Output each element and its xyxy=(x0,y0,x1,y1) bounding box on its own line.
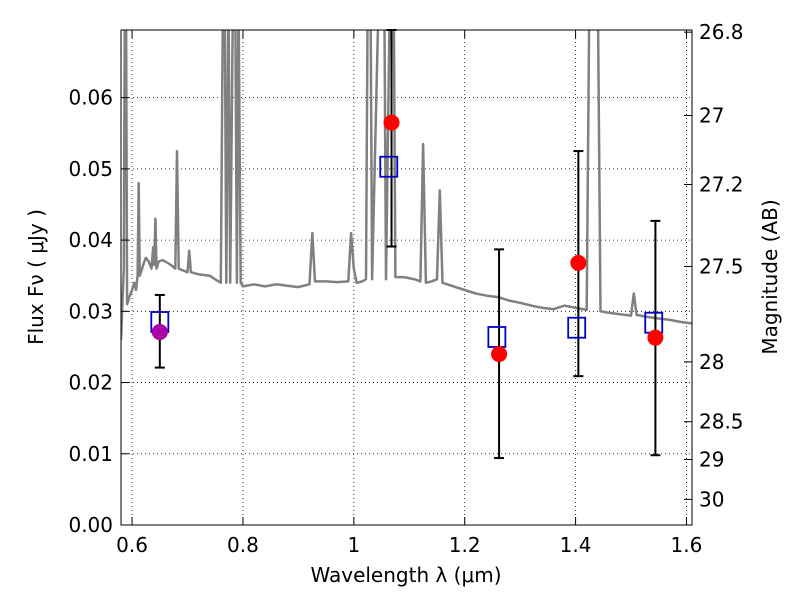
observed-flux-point xyxy=(647,329,664,346)
observed-flux-point xyxy=(491,346,508,363)
grid-lines xyxy=(121,30,692,526)
observed-flux-point xyxy=(570,254,587,271)
data-points-group xyxy=(150,29,664,460)
axis-ticks: 0.6 0.8 1 1.2 1.4 1.6 0.00 0.01 0.02 0.03 0.04 0.05… xyxy=(68,20,743,557)
magnitude-tick-label: 27.2 xyxy=(699,173,744,197)
magnitude-tick-label: 29 xyxy=(699,447,724,471)
magnitude-tick-label: 26.8 xyxy=(699,20,744,44)
right-axis-title: Magnitude (AB) xyxy=(758,199,782,354)
x-tick-label: 0.6 xyxy=(116,533,148,557)
plot-frame xyxy=(120,29,693,526)
y-tick-label: 0.02 xyxy=(68,371,113,395)
magnitude-tick-label: 27.5 xyxy=(699,254,744,278)
x-axis-title: Wavelength λ (μm) xyxy=(310,563,501,587)
magnitude-tick-label: 28.5 xyxy=(699,410,744,434)
x-tick-label: 1.6 xyxy=(671,533,703,557)
highlighted-flux-point xyxy=(151,323,168,340)
x-tick-label: 1 xyxy=(347,533,360,557)
magnitude-tick-label: 30 xyxy=(699,487,724,511)
x-tick-label: 1.2 xyxy=(449,533,481,557)
y-tick-label: 0.03 xyxy=(68,299,113,323)
y-tick-label: 0.00 xyxy=(68,513,113,537)
observed-flux-point xyxy=(383,114,400,131)
model-spectrum-group xyxy=(121,30,692,340)
x-tick-label: 1.4 xyxy=(560,533,592,557)
magnitude-tick-label: 27 xyxy=(699,103,724,127)
y-tick-label: 0.04 xyxy=(68,228,113,252)
model-flux-square xyxy=(379,155,399,178)
model-spectrum-line xyxy=(121,30,692,340)
y-tick-label: 0.06 xyxy=(68,86,113,110)
y-axis-title: Flux Fν ( μJy ) xyxy=(24,209,48,345)
y-tick-label: 0.05 xyxy=(68,157,113,181)
model-flux-square xyxy=(567,316,587,339)
magnitude-tick-label: 28 xyxy=(699,350,724,374)
y-tick-label: 0.01 xyxy=(68,442,113,466)
x-tick-label: 0.8 xyxy=(227,533,259,557)
